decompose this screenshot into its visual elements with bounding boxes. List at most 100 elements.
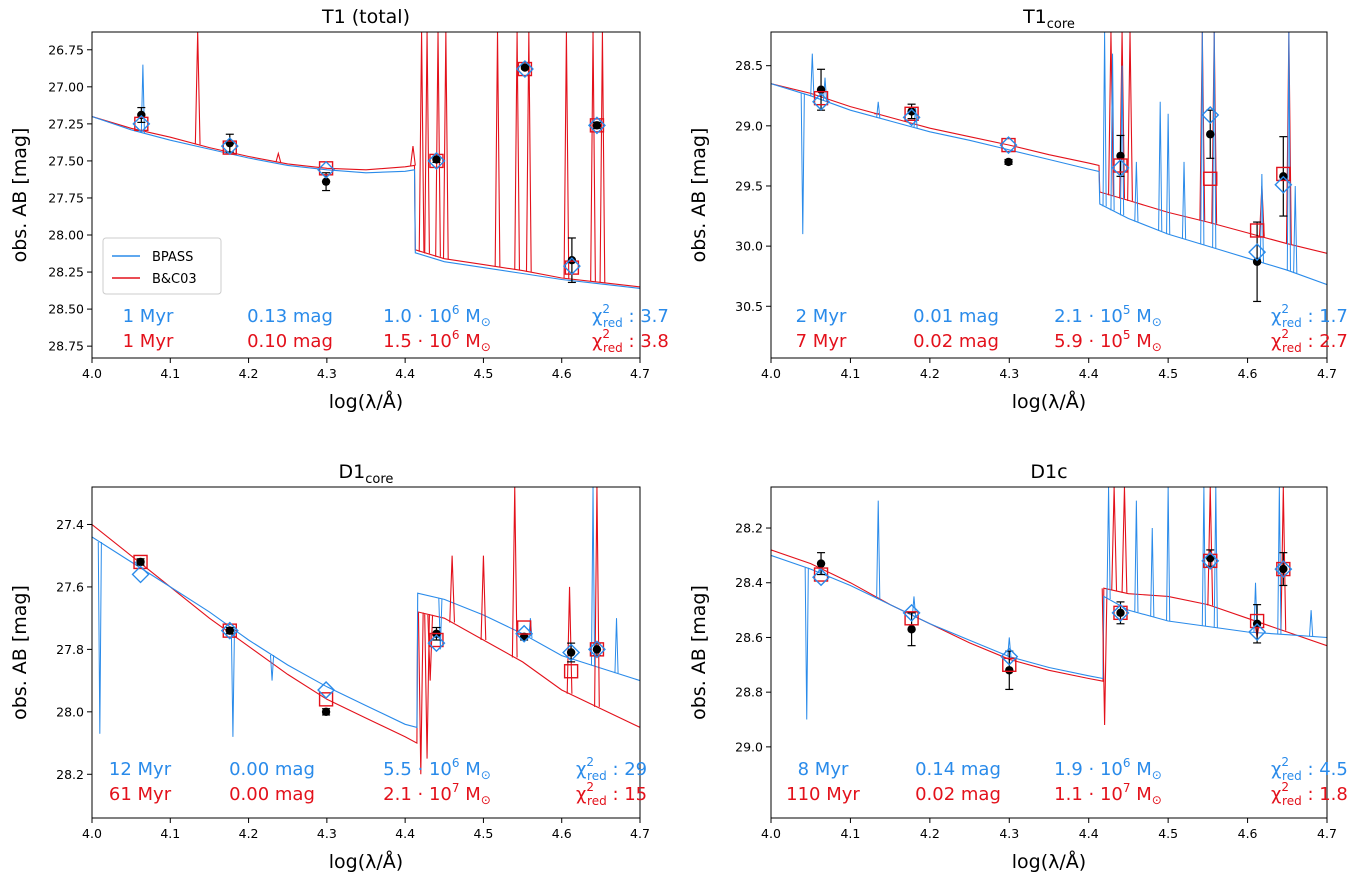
x-axis-label: log(λ/Å) [1012,390,1086,413]
y-tick-label: 27.4 [56,517,84,532]
observed-point [1206,553,1215,563]
x-tick-label: 4.2 [920,826,940,841]
x-tick-label: 4.1 [840,366,860,381]
fit-mass-unit: M [1131,784,1152,805]
bc03-model-square [813,567,829,582]
chi-symbol: χ [576,784,586,805]
sun-symbol-icon: ⊙ [481,315,491,329]
sun-symbol-icon: ⊙ [481,340,491,354]
y-axis-label: obs. AB [mag] [688,585,710,720]
y-tick-label: 27.6 [56,579,84,594]
x-tick-label: 4.7 [630,826,650,841]
bc03-line-spike [594,487,600,707]
x-tick-label: 4.4 [1079,366,1099,381]
fit-mass: 1.0 · 106 M⊙ [383,303,491,329]
chi-subscript: red [1282,769,1302,783]
bpass-line-spike [1309,610,1314,637]
panel-title: T1 (total) [321,6,410,28]
bc03-model-square [1276,561,1291,577]
observed-point [1206,130,1215,139]
chi-colon: : [623,331,641,352]
x-tick-label: 4.4 [1079,826,1099,841]
sun-symbol-icon: ⊙ [1152,340,1162,354]
x-tick-label: 4.5 [1158,826,1178,841]
axes-frame [91,486,641,819]
chi-superscript: 2 [1281,755,1289,769]
y-tick-label: 30.5 [735,299,763,314]
fit-mass-coefficient: 1.1 [1054,784,1083,805]
fit-extinction: 0.13 mag [247,306,333,327]
y-tick-label: 27.75 [48,190,84,205]
plot-area [92,32,640,358]
fit-mass-dot: · 10 [1083,784,1123,805]
x-tick-label: 4.5 [473,366,493,381]
bpass-line-spike [810,53,815,97]
observed-point [520,63,530,72]
observed-point [592,121,602,130]
bpass-model-diamond [427,151,446,170]
bc03-model-square [133,554,148,570]
panel-title-subscript: core [1047,17,1075,32]
bc03-line-spike [424,614,430,759]
x-tick-label: 4.3 [999,366,1019,381]
panel-title-main: T1 (total) [321,6,410,28]
chi-symbol: χ [1271,331,1281,352]
bpass-line-spike [800,93,805,235]
fit-mass-dot: · 10 [412,759,452,780]
fit-mass-coefficient: 1.9 [1054,759,1083,780]
bpass-model-diamond [1274,175,1293,194]
y-tick-label: 28.8 [735,685,763,700]
y-tick-label: 29.0 [735,118,763,133]
observed-point [592,645,602,654]
bc03-model-square [222,623,237,638]
observed-point [816,559,826,568]
fit-mass-coefficient: 1.0 [383,306,412,327]
y-tick-label: 28.5 [735,58,763,73]
chi-superscript: 2 [602,327,610,341]
legend-label: B&C03 [152,272,197,287]
bc03-line-spike [435,32,441,257]
bpass-model-diamond [1248,622,1267,641]
fit-age: 7 Myr [796,331,847,352]
fit-mass-dot: · 10 [412,331,452,352]
bpass-line-spike [1181,161,1187,239]
fit-extinction: 0.02 mag [915,784,1001,805]
chi-colon: : [1302,784,1320,805]
x-axis-label: log(λ/Å) [1012,850,1086,873]
observed-point [1116,608,1125,618]
bpass-line-spike [1212,32,1217,249]
fit-chi2: χ2 red : 29 [576,755,647,783]
chi-subscript: red [1282,341,1302,355]
chi-symbol: χ [592,331,602,352]
axes-frame [91,31,641,359]
legend-label: BPASS [152,250,193,265]
fit-mass-unit: M [1131,331,1152,352]
fit-mass-unit: M [460,306,481,327]
bc03-line-spike [1127,32,1133,201]
chi-colon: : [607,784,625,805]
y-tick-label: 30.0 [735,239,763,254]
observed-point [566,648,576,657]
bc03-model-square [589,642,605,657]
fit-chi2-value: 3.7 [640,306,669,327]
x-tick-label: 4.1 [840,826,860,841]
fit-chi2-value: 1.7 [1319,306,1348,327]
x-tick-label: 4.7 [1317,826,1337,841]
bpass-spectrum-line [92,536,640,729]
fit-chi2-value: 15 [624,784,647,805]
sun-symbol-icon: ⊙ [1152,315,1162,329]
bpass-line-spike [1166,487,1171,622]
x-tick-label: 4.0 [82,826,102,841]
panel-title-main: D1c [1030,461,1067,483]
y-tick-label: 28.0 [56,704,84,719]
bpass-model-diamond [1248,243,1267,262]
y-tick-label: 28.75 [48,339,84,354]
x-tick-label: 4.0 [82,366,102,381]
bpass-model-diamond [1274,560,1293,579]
fit-chi2: χ2 red : 3.7 [592,302,669,330]
bpass-model-diamond [515,624,534,643]
plot-content [771,487,1327,726]
observed-point [225,626,234,635]
bc03-spectrum-line [92,115,640,288]
bc03-model-square [1249,223,1265,238]
